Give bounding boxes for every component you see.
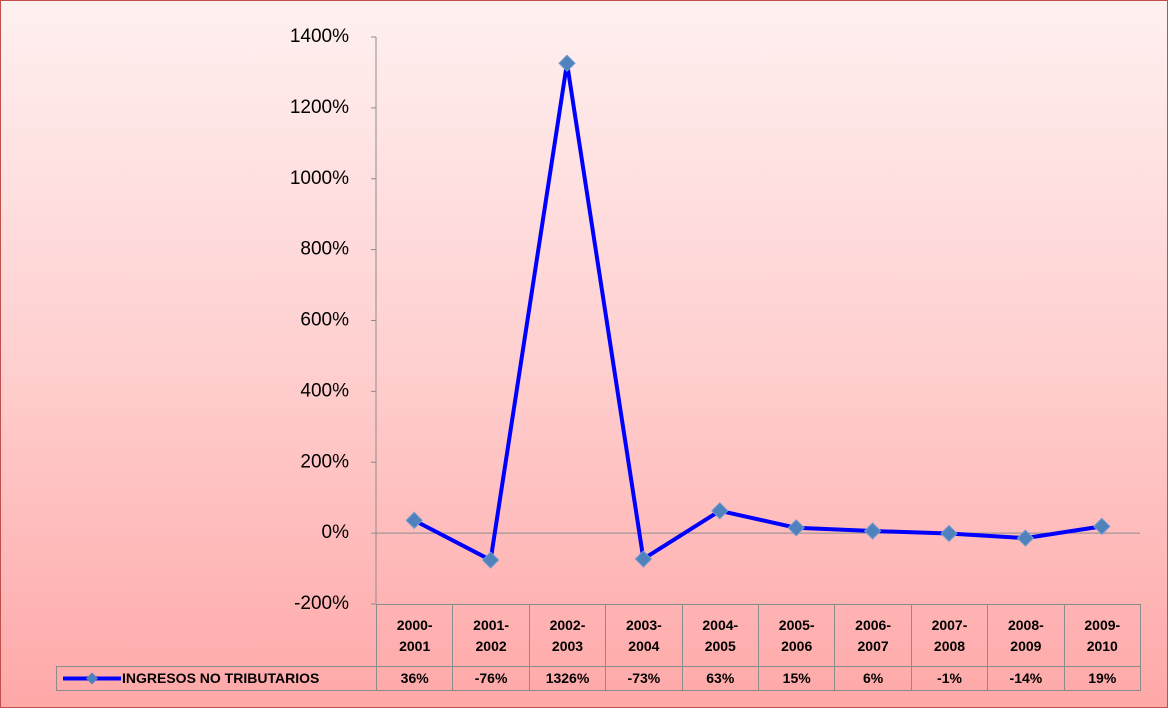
marker bbox=[405, 511, 423, 530]
value-cell-text: -73% bbox=[627, 670, 661, 686]
y-tick-label: 200% bbox=[300, 451, 349, 472]
value-cell: 6% bbox=[834, 666, 912, 691]
category-cell-text: 2008-2009 bbox=[1007, 616, 1044, 654]
marker bbox=[481, 551, 500, 569]
value-cell: -1% bbox=[910, 666, 989, 691]
category-cell-text: 2004-2005 bbox=[702, 616, 739, 654]
category-cell: 2002-2003 bbox=[528, 604, 607, 667]
marker bbox=[634, 550, 653, 568]
y-tick-label: 800% bbox=[300, 239, 349, 260]
value-cell-text: 15% bbox=[782, 670, 811, 686]
category-cell: 2008-2009 bbox=[987, 604, 1065, 667]
category-cell-text: 2003-2004 bbox=[625, 616, 662, 654]
value-cell: -14% bbox=[987, 666, 1065, 691]
y-tick-label: 1200% bbox=[290, 97, 349, 118]
category-cell: 2006-2007 bbox=[834, 604, 912, 667]
legend-cell bbox=[56, 666, 377, 691]
category-cell: 2007-2008 bbox=[910, 604, 989, 667]
value-cell-text: -76% bbox=[474, 670, 508, 686]
legend-label: INGRESOS NO TRIBUTARIOS bbox=[122, 670, 319, 686]
category-cell-text: 2001-2002 bbox=[473, 616, 509, 654]
value-cell-text: 6% bbox=[862, 670, 884, 686]
category-cell: 2001-2002 bbox=[452, 604, 530, 667]
value-cell-text: 36% bbox=[400, 670, 429, 686]
marker bbox=[1016, 529, 1035, 547]
value-cell-text: 1326% bbox=[545, 670, 590, 686]
category-cell-text: 2002-2003 bbox=[549, 616, 586, 654]
value-cell-text: 19% bbox=[1088, 670, 1117, 686]
value-cell: 15% bbox=[758, 666, 836, 691]
category-cell-text: 2009-2010 bbox=[1084, 616, 1121, 654]
y-tick-label: 1000% bbox=[290, 168, 349, 189]
value-cell-text: -14% bbox=[1009, 670, 1043, 686]
y-tick-label: 600% bbox=[300, 310, 349, 331]
value-cell-text: 63% bbox=[706, 670, 735, 686]
marker bbox=[558, 54, 576, 72]
y-tick-label: 0% bbox=[322, 522, 350, 543]
marker bbox=[940, 524, 958, 543]
category-cell-text: 2007-2008 bbox=[931, 616, 968, 654]
y-tick-label: -200% bbox=[294, 593, 349, 614]
category-cell: 2004-2005 bbox=[681, 604, 759, 667]
category-cell: 2003-2004 bbox=[605, 604, 683, 667]
value-cell-text: -1% bbox=[937, 670, 962, 686]
series-line bbox=[413, 61, 1103, 563]
category-cell-text: 2005-2006 bbox=[778, 616, 815, 654]
marker bbox=[863, 522, 882, 540]
value-cell: 63% bbox=[681, 666, 759, 691]
value-cell: 1326% bbox=[528, 666, 607, 691]
marker bbox=[787, 519, 805, 537]
y-tick-label: 1400% bbox=[290, 26, 349, 47]
legend-marker bbox=[86, 672, 98, 685]
category-cell-text: 2006-2007 bbox=[855, 616, 891, 654]
category-cell: 2009-2010 bbox=[1063, 604, 1141, 667]
category-cell: 2005-2006 bbox=[758, 604, 836, 667]
marker bbox=[1093, 517, 1111, 536]
category-cell-text: 2000-2001 bbox=[396, 616, 433, 654]
value-cell: -73% bbox=[605, 666, 683, 691]
marker bbox=[711, 502, 729, 520]
value-cell: 36% bbox=[376, 666, 454, 691]
category-cell: 2000-2001 bbox=[376, 604, 454, 667]
value-cell: 19% bbox=[1063, 666, 1141, 691]
value-cell: -76% bbox=[452, 666, 530, 691]
y-tick-label: 400% bbox=[300, 380, 349, 401]
